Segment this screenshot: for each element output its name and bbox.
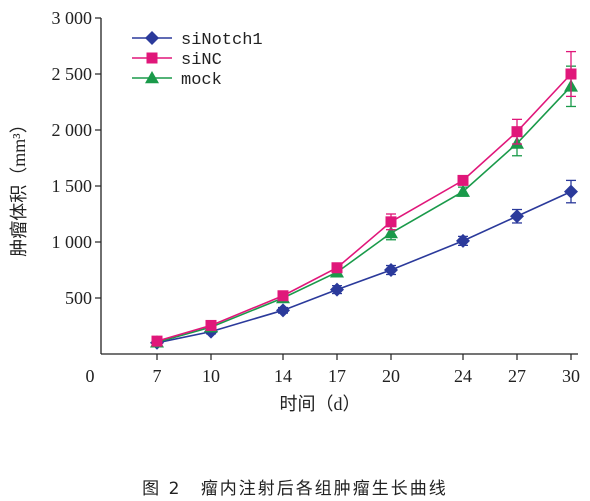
data-point xyxy=(456,184,470,197)
x-tick-label: 20 xyxy=(382,366,400,386)
data-point xyxy=(384,263,398,277)
legend-marker xyxy=(145,31,159,45)
x-axis-label: 时间（d） xyxy=(280,394,361,414)
series-line xyxy=(156,73,572,342)
legend-entry: siNC xyxy=(132,51,222,70)
y-axis-label: 肿瘤体积（mm³） xyxy=(9,115,29,256)
data-point xyxy=(384,226,398,239)
data-point xyxy=(565,68,577,80)
data-point xyxy=(205,319,217,331)
y-tick-label: 3 000 xyxy=(52,8,93,28)
legend-label: mock xyxy=(181,71,222,90)
data-point xyxy=(510,209,524,224)
y-tick-label: 2 000 xyxy=(52,120,93,140)
y-tick-label: 1 000 xyxy=(52,232,93,252)
data-point xyxy=(385,216,397,228)
data-point xyxy=(330,282,344,297)
data-point xyxy=(277,290,289,302)
series-siNC xyxy=(151,50,577,347)
legend-entry: siNotch1 xyxy=(132,31,263,50)
figure-title: 瘤内注射后各组肿瘤生长曲线 xyxy=(200,479,448,499)
series-mock xyxy=(150,65,578,348)
x-tick-label: 17 xyxy=(328,366,346,386)
x-tick-label: 27 xyxy=(508,366,526,386)
figure-label: 图 2 xyxy=(142,479,182,499)
legend-marker xyxy=(146,52,158,64)
data-point xyxy=(564,184,578,199)
series-line xyxy=(156,85,572,344)
y-tick-label: 2 500 xyxy=(52,64,93,84)
legend-entry: mock xyxy=(132,71,222,90)
series-line xyxy=(156,190,572,344)
data-point xyxy=(456,233,470,248)
x-tick-label: 10 xyxy=(202,366,220,386)
x-tick-label: 30 xyxy=(562,366,580,386)
y-tick-label: 500 xyxy=(65,288,92,308)
data-point xyxy=(511,126,523,138)
legend-marker xyxy=(145,71,159,84)
x-tick-label: 14 xyxy=(274,366,292,386)
data-point xyxy=(276,303,290,318)
y-tick-label: 1 500 xyxy=(52,176,93,196)
data-point xyxy=(331,262,343,274)
legend-label: siNotch1 xyxy=(181,31,263,50)
x-tick-label: 7 xyxy=(153,366,162,386)
data-point xyxy=(151,335,163,347)
line-chart: 500 1 000 1 500 2 000 2 500 3 000 7 10 14 17 20 24 2… xyxy=(9,8,580,414)
data-point xyxy=(457,174,469,186)
x-origin-label: 0 xyxy=(86,366,95,386)
x-tick-label: 24 xyxy=(454,366,472,386)
legend-label: siNC xyxy=(181,51,222,70)
figure-caption: 图 2 瘤内注射后各组肿瘤生长曲线 xyxy=(0,474,590,499)
